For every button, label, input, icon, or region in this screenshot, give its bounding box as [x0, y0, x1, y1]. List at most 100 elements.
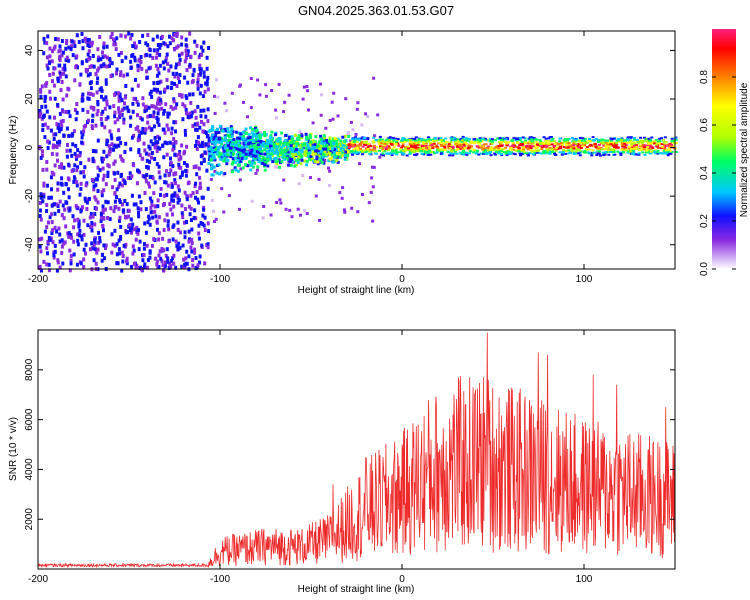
spectrogram-cell: [103, 54, 107, 59]
spectrogram-cell: [195, 172, 199, 177]
spectrogram-cell: [140, 66, 144, 71]
spectrogram-cell: [201, 222, 205, 226]
spectrogram-cell: [644, 144, 648, 147]
spectrogram-cell: [547, 142, 551, 145]
spectrogram-cell: [570, 146, 574, 149]
spectrogram-cell: [290, 215, 294, 219]
spectrogram-cell: [485, 151, 489, 154]
spectrogram-cell: [216, 149, 220, 153]
spectrogram-cell: [90, 64, 94, 69]
spectrogram-cell: [247, 149, 251, 153]
spectrogram-cell: [156, 227, 159, 232]
spectrogram-cell: [417, 148, 421, 151]
spectrogram-cell: [394, 142, 398, 145]
spectrogram-cell: [162, 41, 166, 46]
spectrogram-cell: [53, 249, 57, 254]
spectrogram-cell: [83, 37, 87, 41]
spectrogram-cell: [233, 160, 237, 164]
spectrogram-cell: [43, 40, 47, 45]
spectrogram-cell: [160, 259, 164, 264]
spectrogram-cell: [426, 151, 430, 154]
spectrogram-cell: [294, 153, 298, 157]
spectrogram-cell: [469, 150, 473, 153]
spectrogram-cell: [119, 154, 123, 159]
spectrogram-cell: [122, 208, 126, 213]
spectrogram-cell: [196, 104, 200, 109]
spectrogram-cell: [612, 143, 616, 146]
spectrogram-cell: [263, 163, 267, 167]
spectrogram-cell: [138, 133, 141, 138]
spectrogram-cell: [324, 147, 328, 151]
spectrogram-cell: [577, 143, 581, 145]
spectrogram-cell: [504, 152, 508, 155]
spectrogram-cell: [503, 141, 507, 144]
spectrogram-cell: [240, 149, 244, 153]
spectrogram-cell: [124, 215, 128, 220]
spectrogram-cell: [152, 87, 156, 92]
spectrogram-cell: [299, 161, 303, 165]
spectrogram-cell: [626, 136, 630, 139]
spectrogram-cell: [91, 92, 95, 97]
spectrogram-cell: [639, 139, 643, 142]
spectrogram-cell: [119, 174, 123, 178]
spectrogram-cell: [383, 150, 387, 153]
spectrogram-cell: [354, 147, 358, 149]
spectrogram-cell: [70, 153, 74, 158]
spectrogram-cell: [157, 253, 161, 258]
spectrogram-cell: [591, 136, 595, 139]
spectrogram-cell: [139, 55, 143, 59]
spectrogram-cell: [186, 49, 190, 54]
spectrogram-cell: [426, 145, 430, 148]
spectrogram-cell: [182, 257, 186, 262]
spectrogram-cell: [56, 125, 60, 130]
spectrogram-cell: [300, 158, 304, 162]
spectrogram-cell: [407, 147, 411, 150]
spectrogram-cell: [158, 52, 162, 57]
spectrogram-cell: [664, 149, 668, 152]
spectrogram-cell: [93, 222, 97, 227]
spectrogram-cell: [612, 148, 616, 151]
spectrogram-cell: [86, 223, 90, 228]
spectrogram-cell: [106, 170, 110, 175]
spectrogram-cell: [45, 41, 49, 46]
spectrogram-cell: [67, 234, 71, 239]
spectrogram-cell: [521, 136, 525, 139]
spectrogram-cell: [366, 149, 369, 152]
spectrogram-cell: [283, 100, 287, 104]
spectrogram-cell: [415, 153, 419, 156]
spectrogram-cell: [133, 41, 137, 46]
spectrogram-cell: [272, 143, 276, 146]
spectrogram-cell: [465, 139, 469, 142]
spectrogram-cell: [40, 149, 44, 154]
spectrogram-cell: [223, 172, 227, 176]
spectrogram-cell: [158, 146, 162, 151]
spectrogram-cell: [490, 141, 494, 143]
spectrogram-cell: [250, 127, 254, 131]
spectrogram-cell: [614, 146, 618, 149]
spectrogram-cell: [238, 178, 242, 182]
spectrogram-cell: [42, 259, 46, 264]
spectrogram-cell: [341, 143, 345, 147]
spectrogram-cell: [174, 265, 178, 270]
spectrogram-cell: [594, 146, 598, 148]
spectrogram-cell: [670, 140, 674, 143]
spectrogram-cell: [362, 149, 366, 152]
spectrogram-cell: [408, 141, 412, 143]
spectrogram-cell: [100, 88, 104, 93]
spectrogram-cell: [177, 188, 181, 193]
spectrogram-cell: [368, 153, 372, 155]
spectrogram-cell: [630, 144, 633, 147]
spectrogram-cell: [117, 52, 121, 57]
spectrogram-cell: [221, 153, 225, 157]
spectrogram-cell: [237, 131, 241, 135]
spectrogram-cell: [157, 80, 161, 85]
spectrogram-cell: [58, 63, 62, 68]
spectrogram-cell: [551, 150, 555, 153]
spectrogram-cell: [648, 140, 652, 143]
spectrogram-cell: [73, 177, 77, 182]
spectrogram-cell: [38, 214, 42, 218]
spectrogram-cell: [453, 141, 457, 144]
spectrogram-cell: [162, 193, 166, 198]
spectrogram-cell: [183, 262, 187, 267]
spectrogram-cell: [523, 141, 527, 144]
